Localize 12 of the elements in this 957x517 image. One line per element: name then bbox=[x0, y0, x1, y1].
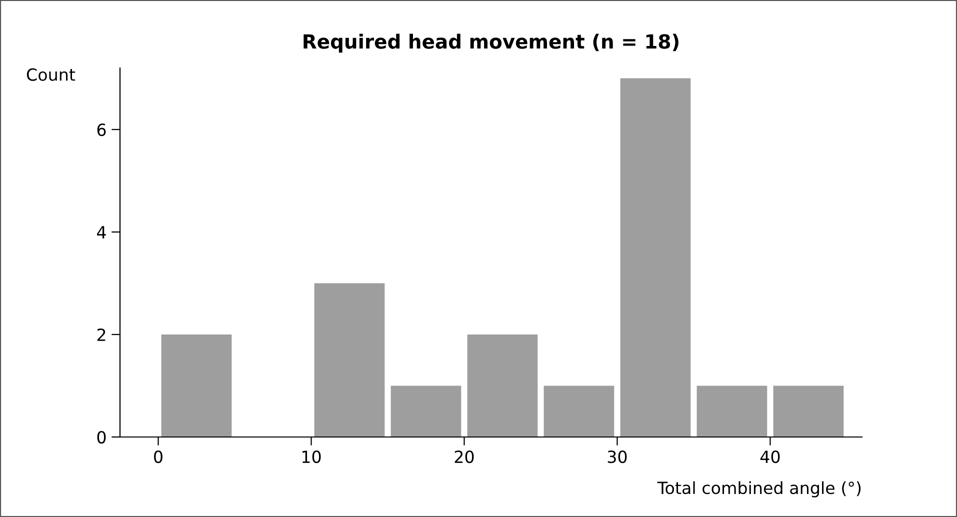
x-tick-label: 10 bbox=[302, 450, 321, 464]
y-axis-title: Count bbox=[26, 68, 76, 81]
x-tick-label: 40 bbox=[760, 450, 780, 464]
x-axis-title: Total combined angle (°) bbox=[657, 481, 861, 498]
x-tick-label: 30 bbox=[608, 450, 627, 464]
chart-title: Required head movement (n = 18) bbox=[304, 34, 678, 53]
x-tick-label: 20 bbox=[454, 450, 474, 464]
y-tick-label: 0 bbox=[97, 430, 106, 444]
y-tick-label: 6 bbox=[97, 123, 106, 136]
y-tick-label: 4 bbox=[97, 226, 106, 238]
x-tick-label: 0 bbox=[154, 450, 162, 464]
y-tick-label: 2 bbox=[97, 328, 106, 341]
